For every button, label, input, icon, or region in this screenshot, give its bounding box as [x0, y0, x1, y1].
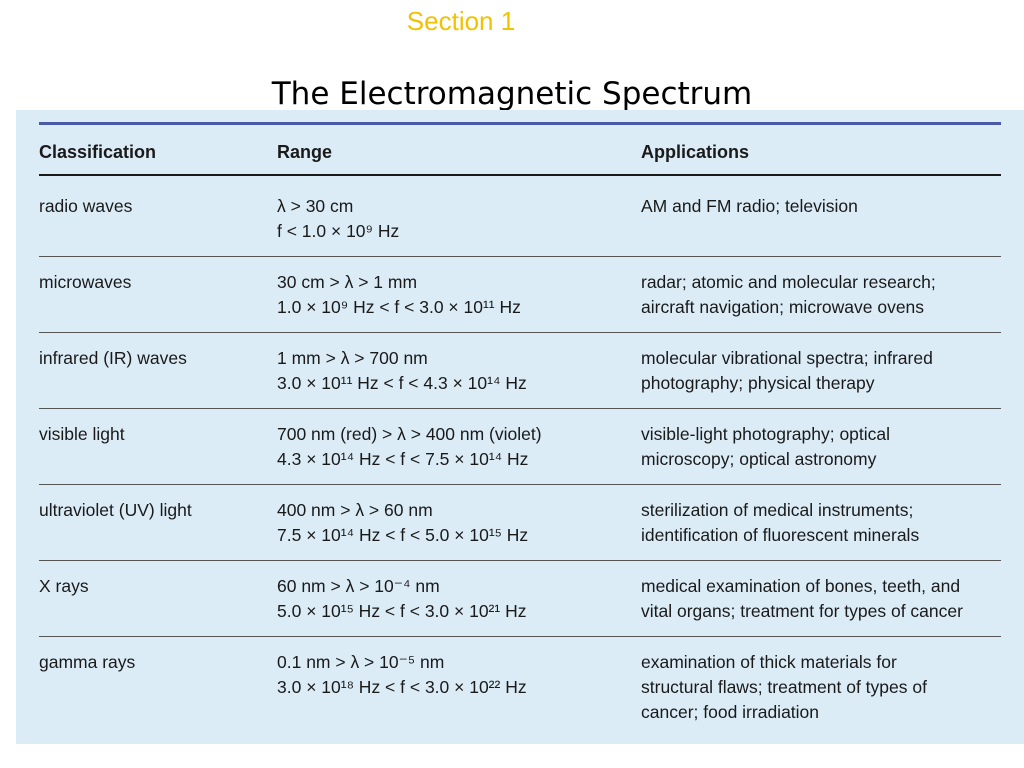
spectrum-table: Classification Range Applications radio … [16, 110, 1024, 744]
row-classification: radio waves [39, 196, 133, 216]
header-range: Range [277, 142, 333, 162]
row-range-frequency: 5.0 × 10¹⁵ Hz < f < 3.0 × 10²¹ Hz [277, 601, 527, 621]
row-classification: X rays [39, 576, 89, 596]
row-applications-line: molecular vibrational spectra; infrared [641, 348, 933, 368]
row-range-wavelength: 60 nm > λ > 10⁻⁴ nm [277, 576, 440, 596]
row-applications-line: visible-light photography; optical [641, 424, 891, 444]
row-applications-line: photography; physical therapy [641, 373, 875, 393]
row-applications-line: microscopy; optical astronomy [641, 449, 877, 469]
row-applications-line: structural flaws; treatment of types of [641, 677, 927, 697]
section-label: Section 1 [406, 6, 516, 36]
table-top-rule [39, 122, 1001, 125]
row-applications-line: aircraft navigation; microwave ovens [641, 297, 925, 317]
row-applications-line: medical examination of bones, teeth, and [641, 576, 961, 596]
row-range-wavelength: 700 nm (red) > λ > 400 nm (violet) [277, 424, 542, 444]
row-applications-line: radar; atomic and molecular research; [641, 272, 936, 292]
row-divider [39, 332, 1001, 333]
row-range-frequency: f < 1.0 × 10⁹ Hz [277, 221, 400, 241]
row-divider [39, 484, 1001, 485]
row-range-frequency: 1.0 × 10⁹ Hz < f < 3.0 × 10¹¹ Hz [277, 297, 521, 317]
row-divider [39, 408, 1001, 409]
row-applications-line: cancer; food irradiation [641, 702, 820, 722]
row-divider [39, 636, 1001, 637]
row-applications-line: examination of thick materials for [641, 652, 897, 672]
row-applications-line: AM and FM radio; television [641, 196, 858, 216]
header-applications: Applications [641, 142, 750, 162]
slide-title: The Electromagnetic Spectrum [271, 76, 753, 112]
row-classification: ultraviolet (UV) light [39, 500, 192, 520]
row-range-wavelength: 400 nm > λ > 60 nm [277, 500, 433, 520]
row-range-frequency: 3.0 × 10¹⁸ Hz < f < 3.0 × 10²² Hz [277, 677, 527, 697]
row-range-frequency: 4.3 × 10¹⁴ Hz < f < 7.5 × 10¹⁴ Hz [277, 449, 529, 469]
row-classification: microwaves [39, 272, 132, 292]
header-classification: Classification [39, 142, 157, 162]
row-range-wavelength: 0.1 nm > λ > 10⁻⁵ nm [277, 652, 445, 672]
row-classification: gamma rays [39, 652, 136, 672]
row-applications-line: identification of fluorescent minerals [641, 525, 920, 545]
row-range-frequency: 3.0 × 10¹¹ Hz < f < 4.3 × 10¹⁴ Hz [277, 373, 527, 393]
header-rule [39, 174, 1001, 176]
row-range-wavelength: 30 cm > λ > 1 mm [277, 272, 418, 292]
row-divider [39, 256, 1001, 257]
row-classification: visible light [39, 424, 125, 444]
row-divider [39, 560, 1001, 561]
row-range-frequency: 7.5 × 10¹⁴ Hz < f < 5.0 × 10¹⁵ Hz [277, 525, 529, 545]
row-range-wavelength: λ > 30 cm [277, 196, 354, 216]
row-range-wavelength: 1 mm > λ > 700 nm [277, 348, 428, 368]
row-classification: infrared (IR) waves [39, 348, 187, 368]
row-applications-line: vital organs; treatment for types of can… [641, 601, 963, 621]
row-applications-line: sterilization of medical instruments; [641, 500, 914, 520]
